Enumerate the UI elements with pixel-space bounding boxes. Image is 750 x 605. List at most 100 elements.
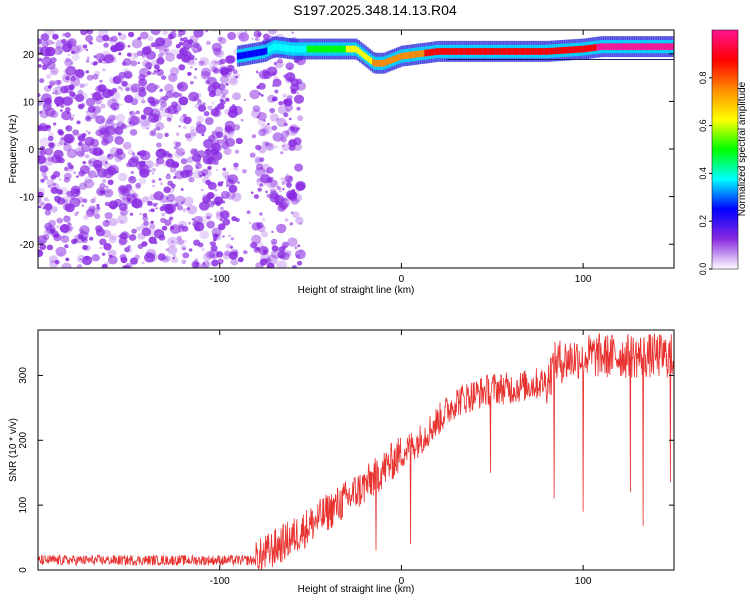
- noise-blob: [223, 135, 228, 139]
- noise-blob: [223, 128, 235, 138]
- ridge-core: [633, 43, 637, 50]
- noise-blob: [65, 76, 70, 81]
- noise-blob: [82, 161, 86, 165]
- ridge-core: [625, 43, 629, 50]
- ridge-core: [380, 60, 384, 67]
- noise-blob: [85, 130, 89, 133]
- ridge-core: [287, 45, 291, 52]
- noise-blob: [39, 78, 45, 84]
- noise-blob: [281, 130, 290, 138]
- noise-blob: [99, 79, 103, 83]
- noise-blob: [54, 195, 61, 202]
- noise-blob: [166, 208, 174, 215]
- noise-blob: [158, 53, 164, 59]
- noise-blob: [215, 169, 219, 172]
- noise-blob: [120, 220, 124, 223]
- noise-blob: [46, 179, 55, 187]
- noise-blob: [124, 247, 130, 253]
- noise-blob: [78, 231, 89, 241]
- noise-blob: [101, 50, 112, 61]
- noise-blob: [159, 88, 163, 92]
- ridge-core: [317, 45, 321, 53]
- ridge-core: [291, 45, 295, 53]
- ridge-core: [459, 48, 463, 55]
- noise-blob: [52, 122, 57, 126]
- ridge-core: [437, 48, 441, 55]
- ridge-core: [271, 44, 275, 51]
- noise-blob: [251, 134, 257, 139]
- noise-blob: [234, 149, 239, 154]
- ridge-core: [498, 48, 502, 55]
- ridge-core: [289, 45, 293, 53]
- noise-blob: [211, 130, 218, 136]
- noise-blob: [86, 56, 90, 60]
- noise-blob: [194, 58, 198, 61]
- noise-blob: [272, 78, 282, 87]
- noise-blob: [76, 264, 83, 268]
- noise-blob: [134, 197, 145, 207]
- noise-blob: [77, 141, 83, 147]
- noise-blob: [256, 177, 267, 188]
- noise-blob: [240, 118, 244, 122]
- noise-blob: [52, 70, 56, 74]
- noise-blob: [129, 129, 138, 136]
- noise-blob: [107, 98, 118, 109]
- noise-blob: [60, 85, 69, 94]
- noise-blob: [242, 169, 247, 174]
- noise-blob: [124, 94, 134, 104]
- ridge-core: [446, 48, 450, 55]
- noise-blob: [222, 137, 229, 144]
- noise-blob: [94, 70, 101, 77]
- noise-blob: [257, 187, 263, 192]
- noise-blob: [122, 197, 131, 206]
- noise-blob: [149, 130, 157, 137]
- ridge-core: [592, 44, 596, 52]
- noise-blob: [66, 111, 70, 115]
- noise-blob: [100, 159, 109, 167]
- noise-blob: [289, 222, 294, 226]
- ridge-core: [635, 43, 640, 50]
- noise-blob: [85, 34, 94, 43]
- ridge-core: [524, 48, 528, 55]
- noise-blob: [294, 163, 304, 172]
- noise-blob: [261, 141, 269, 148]
- noise-blob: [108, 218, 118, 227]
- noise-blob: [141, 97, 144, 100]
- ridge-core: [236, 52, 241, 60]
- ridge-core: [439, 48, 443, 55]
- noise-blob: [110, 91, 121, 101]
- noise-blob: [276, 185, 281, 190]
- noise-blob: [204, 148, 213, 156]
- noise-blob: [223, 147, 232, 156]
- ridge-core: [583, 45, 587, 53]
- ridge-core: [330, 45, 334, 53]
- noise-blob: [208, 135, 216, 142]
- noise-blob: [206, 40, 211, 46]
- noise-blob: [175, 132, 180, 136]
- noise-blob: [50, 57, 57, 64]
- noise-blob: [105, 161, 108, 164]
- noise-blob: [65, 125, 73, 132]
- noise-blob: [266, 194, 271, 198]
- noise-blob: [94, 145, 99, 149]
- noise-blob: [237, 256, 244, 263]
- noise-blob: [270, 179, 279, 188]
- noise-blob: [249, 89, 260, 100]
- noise-blob: [82, 44, 88, 49]
- colorbar: 0.0 0.2 0.4 0.6 0.8 Normalized spectral ampl…: [698, 29, 748, 275]
- ridge-core: [400, 52, 404, 60]
- ridge-core: [629, 43, 633, 50]
- noise-blob: [205, 30, 208, 33]
- ridge-core: [376, 60, 380, 67]
- noise-blob: [255, 37, 259, 41]
- ridge-core: [566, 46, 570, 54]
- noise-blob: [77, 133, 85, 141]
- noise-blob: [283, 74, 287, 78]
- noise-blob: [38, 148, 47, 156]
- noise-blob: [178, 41, 183, 46]
- y-tick-label: 20: [23, 50, 35, 61]
- noise-blob: [213, 112, 220, 118]
- noise-blob: [72, 129, 80, 136]
- noise-blob: [255, 38, 258, 41]
- ridge-core: [520, 48, 524, 55]
